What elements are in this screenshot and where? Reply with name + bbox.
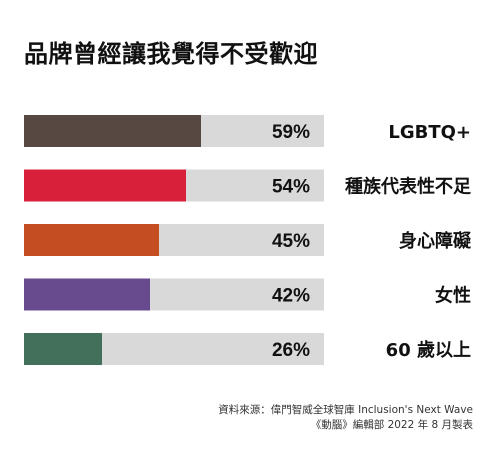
bar [24, 224, 159, 256]
bar [24, 278, 150, 311]
bar-value-label: 26% [272, 340, 310, 361]
category-label: 60 歲以上 [386, 339, 471, 361]
bar [24, 333, 102, 365]
bar-value-label: 42% [272, 286, 310, 307]
bar [24, 115, 201, 147]
category-label: 身心障礙 [399, 230, 472, 252]
source-note: 資料來源：偉門智威全球智庫 Inclusion's Next Wave 《動腦》… [218, 403, 473, 433]
bar-value-label: 59% [272, 122, 310, 143]
bar [24, 169, 186, 202]
bar-value-label: 54% [272, 177, 310, 198]
category-label: LGBTQ+ [388, 122, 471, 143]
source-line-1: 資料來源：偉門智威全球智庫 Inclusion's Next Wave [218, 404, 473, 416]
category-label: 女性 [435, 285, 471, 307]
bar-row: 42% 女性 [24, 278, 471, 311]
bar-value-label: 45% [272, 231, 310, 252]
source-line-2: 《動腦》編輯部 2022 年 8 月製表 [310, 419, 473, 431]
bar-row: 45% 身心障礙 [24, 224, 472, 256]
bar-row: 54% 種族代表性不足 [24, 169, 471, 202]
chart-title: 品牌曾經讓我覺得不受歡迎 [24, 40, 318, 68]
bar-row: 59% LGBTQ+ [24, 115, 471, 147]
bar-row: 26% 60 歲以上 [24, 333, 471, 365]
category-label: 種族代表性不足 [345, 176, 471, 198]
